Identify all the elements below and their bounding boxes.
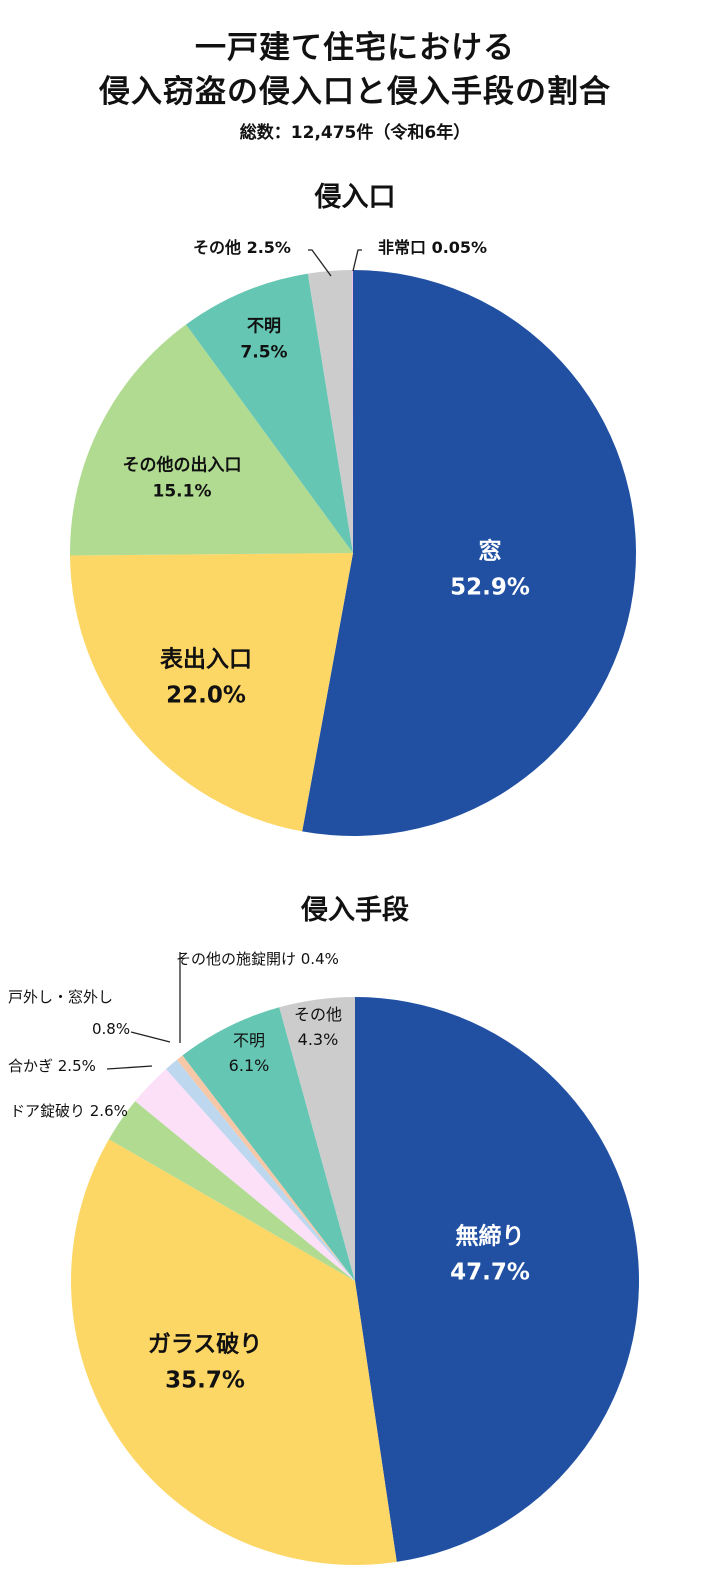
pie2-label-other-unlocking: その他の施錠開け 0.4% (176, 950, 339, 968)
leader-line (106, 1065, 153, 1070)
chart1-title: 侵入口 (314, 182, 396, 213)
pie1-label-window: 窓 52.9% (450, 534, 530, 605)
pie1-label-emergency-exit: 非常口 0.05% (378, 238, 488, 257)
pie2-label-door-window-removal-value: 0.8% (92, 1020, 131, 1038)
label-value: 52.9% (450, 574, 530, 600)
main-title-line1: 一戸建て住宅における (195, 30, 515, 66)
leader-line (352, 249, 362, 272)
label-value: 35.7% (165, 1367, 245, 1393)
label-name: 不明 (232, 1031, 265, 1051)
label-name: 表出入口 (160, 646, 252, 673)
pie2-label-door-lock-breaking: ドア錠破り 2.6% (10, 1102, 128, 1120)
pie1-label-other: その他 2.5% (193, 238, 291, 257)
pie2-label-unknown: 不明 6.1% (229, 1029, 270, 1079)
label-name: その他 (293, 1005, 343, 1025)
pie-slice (355, 997, 639, 1562)
chart2-title: 侵入手段 (301, 895, 409, 926)
pie-slice (108, 1101, 356, 1281)
subtitle-total: 総数：12,475件（令和6年） (239, 123, 471, 143)
label-name: ガラス破り (147, 1331, 263, 1358)
label-value: 47.7% (450, 1259, 530, 1285)
pie-slice (166, 1059, 355, 1281)
pie2-label-other: その他 4.3% (294, 1003, 342, 1053)
pie-slice (70, 1139, 397, 1565)
label-value: 15.1% (152, 482, 212, 502)
pie-slice (182, 1007, 355, 1281)
label-value: 22.0% (166, 682, 246, 708)
pie-slice (307, 270, 353, 553)
label-name: その他の出入口 (122, 455, 242, 476)
pie2-label-duplicate-key: 合かぎ 2.5% (8, 1057, 96, 1075)
pie-slice (186, 273, 353, 553)
label-value: 6.1% (228, 1056, 270, 1075)
pie-slice (70, 553, 353, 832)
label-name: 無締り (455, 1223, 525, 1250)
leader-line (130, 1031, 171, 1043)
pie-slice (70, 324, 353, 556)
pie-slice (279, 997, 355, 1281)
pie1-label-front-entrance: 表出入口 22.0% (160, 642, 252, 713)
label-name: 不明 (247, 316, 281, 337)
pie-slice (135, 1069, 355, 1281)
pie2-label-unlocked: 無締り 47.7% (450, 1219, 530, 1290)
pie-slice (302, 270, 637, 837)
pie1-label-unknown: 不明 7.5% (240, 314, 287, 367)
leader-line (308, 249, 332, 277)
pie2-label-glass-breaking: ガラス破り 35.7% (148, 1327, 263, 1398)
pie-slice (176, 1055, 355, 1281)
pie-slice (352, 270, 353, 553)
pie2-label-door-window-removal: 戸外し・窓外し (8, 988, 114, 1006)
label-value: 4.3% (297, 1030, 339, 1049)
main-title-line2: 侵入窃盗の侵入口と侵入手段の割合 (99, 74, 611, 110)
label-value: 7.5% (240, 343, 288, 363)
pie1-label-other-entrance: その他の出入口 15.1% (123, 453, 242, 506)
label-name: 窓 (478, 538, 502, 565)
